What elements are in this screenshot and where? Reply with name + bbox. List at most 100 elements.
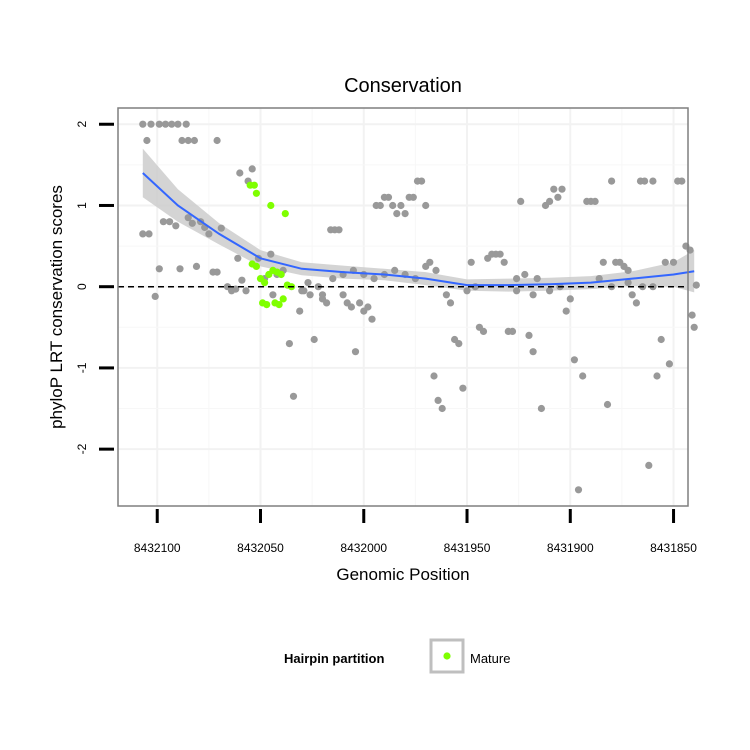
- data-point: [591, 197, 599, 205]
- data-point: [546, 287, 554, 295]
- confidence-band-layer: [142, 148, 695, 293]
- x-axis-title: Genomic Position: [336, 565, 469, 584]
- data-point: [139, 230, 147, 238]
- data-point: [649, 177, 657, 185]
- data-point: [242, 287, 250, 295]
- data-point: [669, 258, 678, 266]
- data-point: [182, 120, 190, 128]
- data-point: [168, 120, 176, 128]
- data-point: [172, 222, 180, 230]
- data-point: [608, 177, 616, 185]
- data-point: [335, 226, 343, 234]
- data-point: [318, 295, 327, 303]
- data-point: [463, 287, 471, 295]
- data-point: [188, 219, 196, 227]
- smooth-line-layer: [142, 172, 695, 287]
- legend: Hairpin partition Mature: [284, 638, 510, 674]
- mature-data-point: [261, 279, 269, 287]
- data-point: [409, 193, 417, 201]
- data-point: [178, 136, 186, 145]
- data-point: [624, 266, 632, 274]
- confidence-band: [142, 148, 695, 293]
- y-tick-label: -1: [75, 362, 89, 373]
- x-axis: 8432100 8432050 8432000 8431950 8431900 84318…: [134, 509, 697, 555]
- data-point: [657, 335, 665, 344]
- data-point: [678, 177, 686, 185]
- data-point: [624, 279, 632, 287]
- data-point: [391, 266, 399, 274]
- mature-data-point: [275, 301, 283, 309]
- data-point: [205, 230, 213, 238]
- data-point: [508, 327, 517, 335]
- background-points: [139, 120, 700, 494]
- data-point: [558, 185, 566, 193]
- mature-data-point: [267, 201, 275, 210]
- data-point: [143, 136, 151, 145]
- y-axis: -2 -1 0 1 2: [75, 121, 114, 454]
- mature-data-point: [279, 295, 287, 303]
- data-point: [562, 307, 570, 315]
- data-point: [174, 120, 182, 128]
- data-point: [554, 193, 562, 201]
- chart-title: Conservation: [344, 75, 462, 97]
- data-point: [267, 250, 275, 258]
- data-point: [166, 218, 174, 226]
- data-point: [496, 250, 504, 258]
- data-point: [213, 268, 221, 276]
- y-tick-label: 2: [75, 121, 89, 128]
- data-point: [467, 258, 475, 266]
- data-point: [289, 392, 298, 400]
- data-point: [360, 270, 368, 279]
- data-point: [525, 331, 533, 339]
- legend-entry-mature: Mature: [470, 651, 510, 666]
- y-tick-label: -2: [75, 443, 89, 454]
- data-point: [329, 275, 337, 283]
- data-point: [184, 136, 192, 145]
- data-point: [151, 292, 159, 300]
- data-point: [161, 120, 170, 128]
- x-tick-label: 8431950: [444, 541, 491, 555]
- data-point: [653, 372, 661, 380]
- data-point: [434, 396, 442, 404]
- data-point: [430, 372, 438, 380]
- data-point: [147, 120, 155, 128]
- data-point: [285, 340, 293, 348]
- data-point: [393, 210, 401, 218]
- data-point: [570, 356, 579, 364]
- data-point: [521, 270, 529, 279]
- data-point: [442, 291, 450, 299]
- data-point: [479, 327, 488, 335]
- data-point: [296, 307, 304, 315]
- data-point: [364, 303, 372, 311]
- data-point: [446, 299, 455, 307]
- data-point: [234, 254, 242, 262]
- smooth-line: [142, 172, 695, 287]
- data-point: [176, 265, 184, 273]
- plot-border: [117, 107, 689, 507]
- y-tick-label: 0: [75, 283, 89, 290]
- data-point: [422, 262, 430, 270]
- data-point: [513, 287, 521, 295]
- data-point: [368, 315, 376, 323]
- data-point: [389, 201, 397, 210]
- data-point: [566, 295, 574, 303]
- data-point: [599, 258, 607, 266]
- data-point: [376, 201, 384, 210]
- data-point: [533, 275, 541, 283]
- data-point: [155, 265, 163, 273]
- y-tick-label: 1: [75, 202, 89, 209]
- data-point: [356, 299, 364, 307]
- data-point: [351, 348, 360, 356]
- data-point: [692, 281, 700, 289]
- data-point: [595, 275, 603, 283]
- mature-data-point: [263, 301, 271, 309]
- data-point: [688, 311, 696, 319]
- data-point: [310, 335, 318, 344]
- data-point: [145, 230, 153, 238]
- data-point: [248, 165, 256, 173]
- data-point: [306, 291, 314, 299]
- data-point: [190, 136, 198, 145]
- data-point: [139, 120, 147, 128]
- mature-points: [246, 181, 296, 309]
- data-point: [517, 197, 525, 205]
